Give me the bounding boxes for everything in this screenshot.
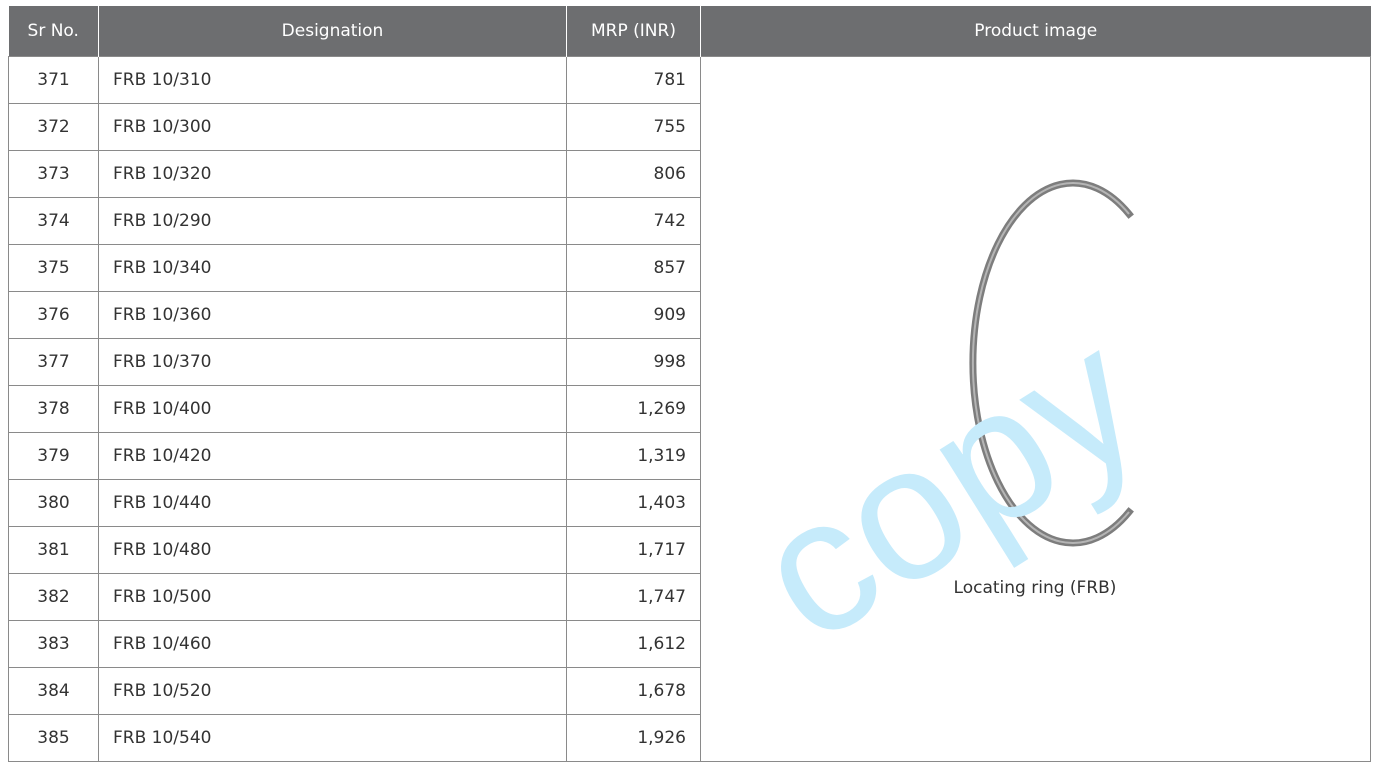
sr-no: 371 (9, 57, 99, 104)
mrp: 755 (567, 104, 701, 151)
mrp: 998 (567, 339, 701, 386)
designation: FRB 10/300 (99, 104, 567, 151)
designation: FRB 10/540 (99, 715, 567, 762)
designation: FRB 10/500 (99, 574, 567, 621)
mrp: 1,926 (567, 715, 701, 762)
ring-image (701, 57, 1369, 757)
designation: FRB 10/310 (99, 57, 567, 104)
designation: FRB 10/320 (99, 151, 567, 198)
header-cell: MRP (INR) (567, 6, 701, 57)
mrp: 1,403 (567, 480, 701, 527)
designation: FRB 10/290 (99, 198, 567, 245)
sr-no: 374 (9, 198, 99, 245)
sr-no: 379 (9, 433, 99, 480)
sr-no: 382 (9, 574, 99, 621)
mrp: 1,612 (567, 621, 701, 668)
sr-no: 377 (9, 339, 99, 386)
mrp: 806 (567, 151, 701, 198)
sr-no: 375 (9, 245, 99, 292)
sr-no: 376 (9, 292, 99, 339)
product-image-cell: Locating ring (FRB) (701, 57, 1371, 762)
sr-no: 385 (9, 715, 99, 762)
sr-no: 378 (9, 386, 99, 433)
mrp: 1,678 (567, 668, 701, 715)
header-cell: Product image (701, 6, 1371, 57)
sr-no: 372 (9, 104, 99, 151)
sr-no: 373 (9, 151, 99, 198)
designation: FRB 10/460 (99, 621, 567, 668)
mrp: 1,717 (567, 527, 701, 574)
header-cell: Designation (99, 6, 567, 57)
designation: FRB 10/370 (99, 339, 567, 386)
mrp: 909 (567, 292, 701, 339)
page: Sr No.DesignationMRP (INR)Product image … (0, 0, 1376, 761)
sr-no: 383 (9, 621, 99, 668)
header-cell: Sr No. (9, 6, 99, 57)
designation: FRB 10/420 (99, 433, 567, 480)
mrp: 857 (567, 245, 701, 292)
mrp: 781 (567, 57, 701, 104)
designation: FRB 10/360 (99, 292, 567, 339)
designation: FRB 10/340 (99, 245, 567, 292)
sr-no: 381 (9, 527, 99, 574)
sr-no: 384 (9, 668, 99, 715)
designation: FRB 10/440 (99, 480, 567, 527)
mrp: 1,747 (567, 574, 701, 621)
mrp: 742 (567, 198, 701, 245)
designation: FRB 10/480 (99, 527, 567, 574)
mrp: 1,269 (567, 386, 701, 433)
mrp: 1,319 (567, 433, 701, 480)
designation: FRB 10/400 (99, 386, 567, 433)
image-caption: Locating ring (FRB) (701, 578, 1369, 598)
sr-no: 380 (9, 480, 99, 527)
designation: FRB 10/520 (99, 668, 567, 715)
